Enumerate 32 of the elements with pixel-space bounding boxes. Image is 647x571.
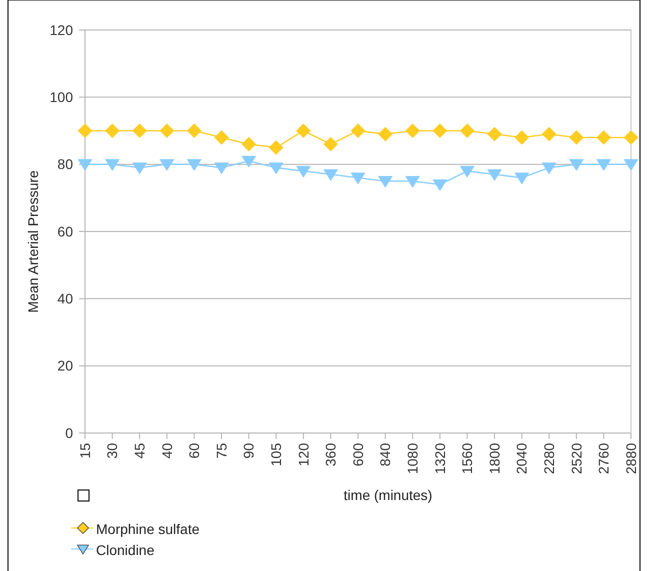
y-tick-label: 80 bbox=[57, 156, 74, 172]
x-tick-label: 2880 bbox=[622, 442, 639, 474]
y-tick-label: 100 bbox=[50, 89, 74, 106]
legend-label: Morphine sulfate bbox=[96, 521, 200, 537]
x-tick-label: 1080 bbox=[404, 442, 420, 474]
x-tick-label: 1800 bbox=[486, 442, 502, 474]
y-axis-title: Mean Arterial Pressure bbox=[25, 170, 41, 313]
legend-label: Clonidine bbox=[96, 542, 155, 558]
y-tick-label: 40 bbox=[57, 290, 74, 307]
x-tick-label: 60 bbox=[186, 442, 202, 459]
y-tick-label: 120 bbox=[50, 22, 74, 38]
x-tick-label: 2280 bbox=[541, 442, 557, 474]
x-tick-label: 2040 bbox=[514, 442, 530, 474]
x-tick-label: 30 bbox=[104, 442, 120, 459]
y-tick-label: 60 bbox=[57, 223, 74, 240]
x-tick-label: 75 bbox=[213, 442, 230, 459]
x-tick-label: 2760 bbox=[596, 442, 612, 474]
x-tick-label: 105 bbox=[268, 442, 284, 466]
x-tick-label: 90 bbox=[240, 442, 257, 459]
x-tick-label: 1320 bbox=[432, 442, 448, 474]
y-tick-label: 20 bbox=[57, 358, 74, 374]
x-tick-label: 840 bbox=[377, 442, 394, 466]
x-tick-label: 600 bbox=[350, 442, 366, 466]
x-tick-label: 120 bbox=[295, 442, 312, 466]
x-tick-label: 2520 bbox=[568, 442, 584, 474]
x-axis-title: time (minutes) bbox=[344, 487, 432, 503]
x-tick-label: 15 bbox=[76, 442, 93, 459]
x-tick-label: 45 bbox=[132, 442, 148, 459]
x-tick-label: 40 bbox=[158, 442, 175, 459]
y-tick-label: 0 bbox=[65, 424, 74, 441]
x-tick-label: 360 bbox=[322, 442, 339, 466]
x-tick-label: 1560 bbox=[459, 442, 476, 474]
